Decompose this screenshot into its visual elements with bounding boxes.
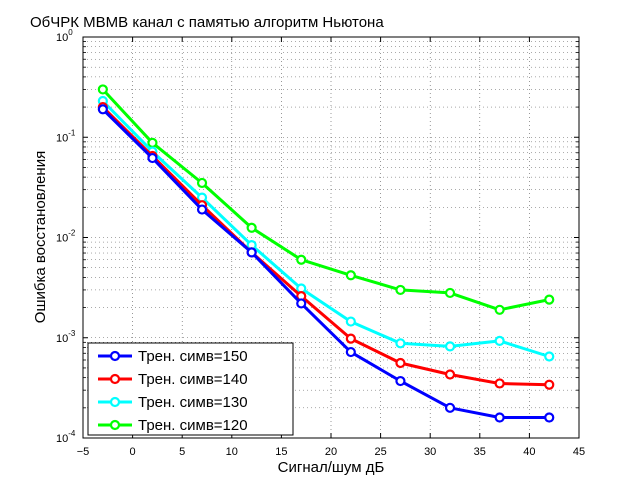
data-point-marker <box>345 316 356 327</box>
legend-box <box>87 342 294 436</box>
series-line <box>101 99 550 358</box>
legend: Трен. симв=150 Трен. симв=140 Трен. симв=1… <box>87 342 294 436</box>
data-point-marker <box>246 222 257 233</box>
legend-label: Трен. симв=130 <box>138 394 248 411</box>
y-tick-exponent: 0 <box>68 28 73 37</box>
x-tick-label: 35 <box>474 446 486 458</box>
legend-marker <box>109 373 121 385</box>
y-tick-base: 10 <box>56 333 68 345</box>
x-tick-label: 40 <box>523 446 535 458</box>
data-point-marker <box>296 254 307 265</box>
y-tick-exponent: -4 <box>68 429 76 438</box>
data-point-marker <box>444 402 456 413</box>
data-point-marker <box>147 152 158 164</box>
y-tick-label: 10-3 <box>56 329 76 345</box>
data-point-marker <box>395 284 406 296</box>
legend-label: Трен. симв=140 <box>138 371 248 388</box>
y-tick-base: 10 <box>56 132 68 144</box>
series-layer <box>97 84 555 423</box>
legend-marker <box>109 419 121 431</box>
y-tick-exponent: -2 <box>68 229 76 238</box>
data-point-marker <box>544 351 555 362</box>
series-line <box>101 88 550 312</box>
series-line <box>101 108 550 419</box>
grid-lines <box>83 37 579 438</box>
x-tick-label: 5 <box>179 446 185 458</box>
x-tick-label: −5 <box>77 446 90 458</box>
data-point-marker <box>544 379 555 390</box>
data-point-marker <box>97 84 108 95</box>
data-point-marker <box>395 338 406 349</box>
x-tick-label: 25 <box>374 446 386 458</box>
y-tick-base: 10 <box>56 233 68 245</box>
data-point-marker <box>494 304 505 315</box>
y-tick-base: 10 <box>56 32 68 44</box>
y-tick-exponent: -3 <box>68 329 76 338</box>
data-point-marker <box>494 335 505 347</box>
x-tick-label: 45 <box>573 446 585 458</box>
x-tick-label: 15 <box>275 446 287 458</box>
x-axis-label: Сигнал/шум дБ <box>278 459 385 476</box>
chart-title: ОбЧРК МВМВ канал с памятью алгоритм Ньют… <box>30 14 384 31</box>
y-axis-label: Ошибка восстановления <box>32 151 49 323</box>
x-tick-label: 20 <box>325 446 337 458</box>
y-tick-label: 10-1 <box>56 128 76 144</box>
data-point-marker <box>544 294 555 305</box>
data-point-marker <box>444 369 456 380</box>
data-point-marker <box>246 247 257 258</box>
y-tick-label: 100 <box>56 28 73 44</box>
data-point-marker <box>395 357 406 369</box>
data-point-marker <box>97 104 108 115</box>
data-point-marker <box>494 412 505 423</box>
data-point-marker <box>345 333 356 344</box>
data-point-marker <box>345 346 356 358</box>
legend-marker <box>109 396 121 408</box>
data-point-marker <box>444 287 456 299</box>
x-tick-label: 30 <box>424 446 436 458</box>
data-point-marker <box>444 341 456 352</box>
legend-label: Трен. симв=150 <box>138 348 248 365</box>
y-tick-exponent: -1 <box>68 128 76 137</box>
x-tick-label: 0 <box>130 446 136 458</box>
legend-marker <box>109 350 121 362</box>
y-tick-base: 10 <box>56 433 68 445</box>
data-point-marker <box>196 204 208 215</box>
data-point-marker <box>494 378 505 389</box>
legend-label: Трен. симв=120 <box>138 417 248 434</box>
series-line <box>101 106 550 387</box>
x-tick-label: 10 <box>226 446 238 458</box>
data-point-marker <box>296 298 307 309</box>
data-point-marker <box>544 412 555 423</box>
data-point-marker <box>395 375 406 387</box>
y-tick-label: 10-4 <box>56 429 76 445</box>
data-point-marker <box>345 270 356 281</box>
data-point-marker <box>147 137 158 148</box>
data-point-marker <box>196 177 208 189</box>
y-tick-label: 10-2 <box>56 229 76 245</box>
